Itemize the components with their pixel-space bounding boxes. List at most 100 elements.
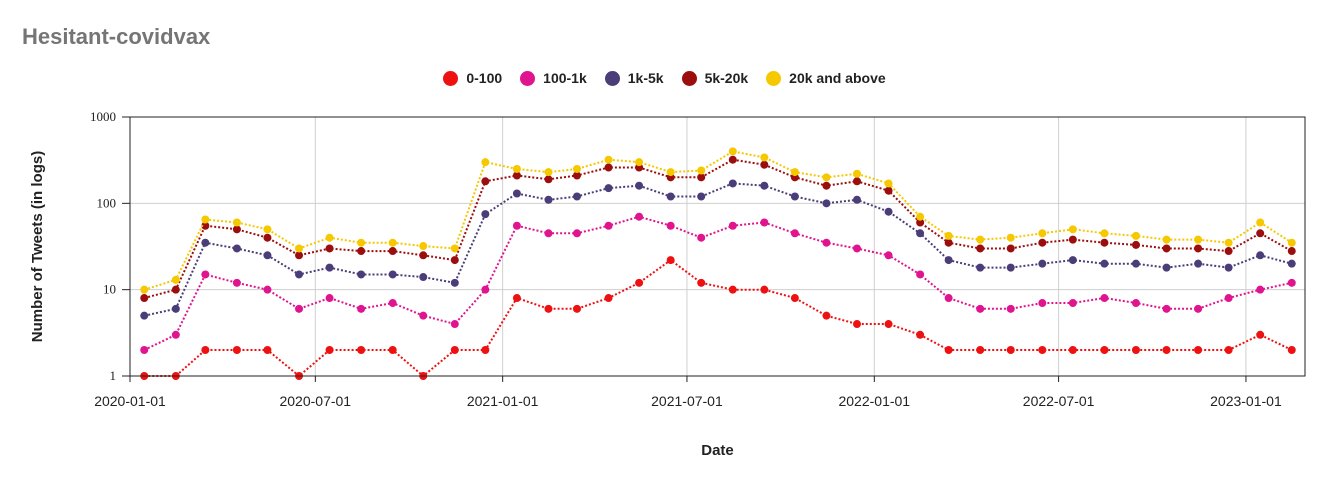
- data-point[interactable]: [1224, 238, 1233, 247]
- data-point[interactable]: [544, 229, 553, 238]
- data-point[interactable]: [419, 311, 428, 320]
- data-point[interactable]: [1256, 330, 1265, 339]
- data-point[interactable]: [1224, 263, 1233, 272]
- data-point[interactable]: [1006, 244, 1015, 253]
- data-point[interactable]: [140, 285, 149, 294]
- data-point[interactable]: [697, 278, 706, 287]
- data-point[interactable]: [388, 238, 397, 247]
- data-point[interactable]: [357, 238, 366, 247]
- data-point[interactable]: [263, 233, 272, 242]
- data-point[interactable]: [1006, 263, 1015, 272]
- data-point[interactable]: [728, 155, 737, 164]
- data-point[interactable]: [357, 247, 366, 256]
- data-point[interactable]: [916, 330, 925, 339]
- data-point[interactable]: [388, 270, 397, 279]
- data-point[interactable]: [760, 218, 769, 227]
- data-point[interactable]: [604, 155, 613, 164]
- data-point[interactable]: [572, 192, 581, 201]
- data-point[interactable]: [1287, 346, 1296, 355]
- data-point[interactable]: [1256, 251, 1265, 260]
- data-point[interactable]: [419, 273, 428, 282]
- data-point[interactable]: [1100, 294, 1109, 303]
- data-point[interactable]: [171, 275, 180, 284]
- data-point[interactable]: [697, 233, 706, 242]
- data-point[interactable]: [852, 195, 861, 204]
- data-point[interactable]: [1100, 229, 1109, 238]
- data-point[interactable]: [604, 294, 613, 303]
- data-point[interactable]: [232, 278, 241, 287]
- data-point[interactable]: [357, 346, 366, 355]
- data-point[interactable]: [884, 251, 893, 260]
- data-point[interactable]: [822, 311, 831, 320]
- data-point[interactable]: [1068, 225, 1077, 234]
- data-point[interactable]: [1100, 346, 1109, 355]
- data-point[interactable]: [1162, 235, 1171, 244]
- data-point[interactable]: [944, 231, 953, 240]
- data-point[interactable]: [201, 215, 210, 224]
- data-point[interactable]: [822, 238, 831, 247]
- data-point[interactable]: [944, 256, 953, 265]
- data-point[interactable]: [728, 221, 737, 230]
- legend-item-0-100[interactable]: 0-100: [443, 70, 502, 86]
- data-point[interactable]: [544, 195, 553, 204]
- data-point[interactable]: [1068, 346, 1077, 355]
- data-point[interactable]: [916, 212, 925, 221]
- data-point[interactable]: [263, 346, 272, 355]
- data-point[interactable]: [572, 164, 581, 173]
- data-point[interactable]: [1068, 256, 1077, 265]
- data-point[interactable]: [790, 192, 799, 201]
- data-point[interactable]: [728, 147, 737, 156]
- data-point[interactable]: [232, 218, 241, 227]
- data-point[interactable]: [201, 270, 210, 279]
- data-point[interactable]: [884, 320, 893, 329]
- data-point[interactable]: [450, 320, 459, 329]
- data-point[interactable]: [512, 164, 521, 173]
- data-point[interactable]: [450, 244, 459, 253]
- data-point[interactable]: [1068, 299, 1077, 308]
- data-point[interactable]: [325, 233, 334, 242]
- data-point[interactable]: [1287, 247, 1296, 256]
- data-point[interactable]: [916, 229, 925, 238]
- data-point[interactable]: [635, 212, 644, 221]
- data-point[interactable]: [325, 263, 334, 272]
- data-point[interactable]: [357, 270, 366, 279]
- data-point[interactable]: [295, 304, 304, 313]
- data-point[interactable]: [666, 221, 675, 230]
- data-point[interactable]: [481, 210, 490, 219]
- data-point[interactable]: [171, 285, 180, 294]
- legend-item-100-1k[interactable]: 100-1k: [520, 70, 587, 86]
- data-point[interactable]: [357, 304, 366, 313]
- data-point[interactable]: [325, 346, 334, 355]
- data-point[interactable]: [512, 221, 521, 230]
- data-point[interactable]: [1131, 240, 1140, 249]
- data-point[interactable]: [604, 221, 613, 230]
- data-point[interactable]: [916, 270, 925, 279]
- data-point[interactable]: [666, 256, 675, 265]
- data-point[interactable]: [171, 330, 180, 339]
- data-point[interactable]: [388, 346, 397, 355]
- data-point[interactable]: [852, 169, 861, 178]
- data-point[interactable]: [232, 346, 241, 355]
- data-point[interactable]: [666, 192, 675, 201]
- data-point[interactable]: [1194, 259, 1203, 268]
- legend-item-5k-20k[interactable]: 5k-20k: [681, 70, 748, 86]
- data-point[interactable]: [325, 294, 334, 303]
- data-point[interactable]: [201, 238, 210, 247]
- data-point[interactable]: [295, 270, 304, 279]
- data-point[interactable]: [1287, 278, 1296, 287]
- data-point[interactable]: [201, 221, 210, 230]
- data-point[interactable]: [544, 304, 553, 313]
- data-point[interactable]: [388, 299, 397, 308]
- data-point[interactable]: [263, 251, 272, 260]
- data-point[interactable]: [822, 199, 831, 208]
- data-point[interactable]: [1131, 231, 1140, 240]
- data-point[interactable]: [944, 238, 953, 247]
- data-point[interactable]: [572, 304, 581, 313]
- data-point[interactable]: [1287, 259, 1296, 268]
- data-point[interactable]: [572, 229, 581, 238]
- data-point[interactable]: [884, 179, 893, 188]
- data-point[interactable]: [760, 153, 769, 162]
- data-point[interactable]: [450, 278, 459, 287]
- data-point[interactable]: [1100, 238, 1109, 247]
- data-point[interactable]: [1162, 304, 1171, 313]
